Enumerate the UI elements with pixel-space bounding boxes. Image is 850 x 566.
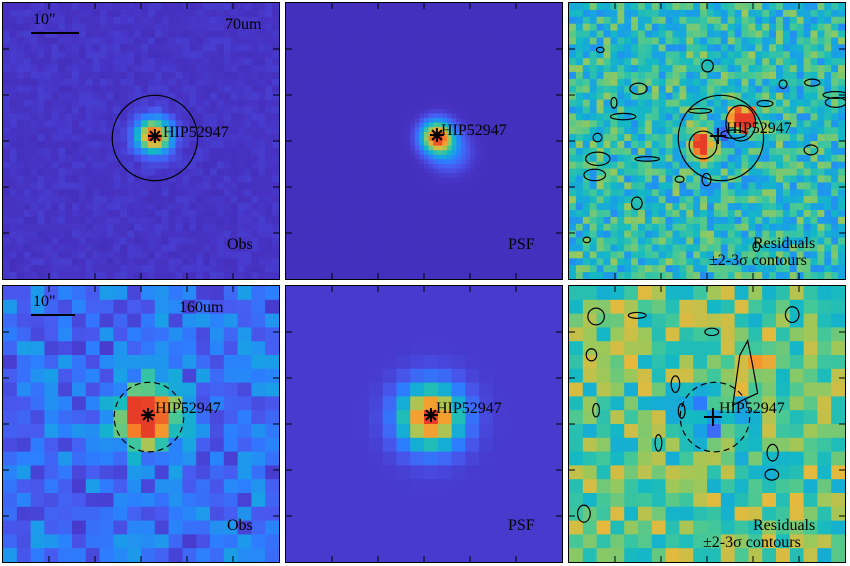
scale-bar-label: 10" (33, 11, 56, 28)
source-label: HIP52947 (726, 120, 792, 137)
scale-bar (31, 314, 75, 316)
scale-bar-label: 10" (33, 293, 56, 310)
contour-legend: ±2-3σ contours (709, 252, 807, 269)
panel-160um-residuals: HIP52947 Residuals ±2-3σ contours (568, 285, 846, 563)
source-label: HIP52947 (436, 400, 502, 417)
heatmap-70um-psf (286, 3, 562, 279)
heatmap-70um-obs (3, 3, 279, 279)
source-label: HIP52947 (719, 400, 785, 417)
panel-70um-obs: 10" 70um HIP52947 Obs (2, 2, 280, 280)
corner-label: Residuals (753, 235, 816, 252)
heatmap-160um-obs (3, 286, 279, 562)
heatmap-160um-residuals (569, 286, 845, 562)
panel-70um-psf: HIP52947 PSF (285, 2, 563, 280)
corner-label: Residuals (753, 517, 816, 534)
source-label: HIP52947 (441, 122, 507, 139)
panel-160um-psf: HIP52947 PSF (285, 285, 563, 563)
panel-70um-residuals: HIP52947 Residuals ±2-3σ contours (568, 2, 846, 280)
scale-bar (31, 32, 79, 34)
corner-label: PSF (508, 517, 535, 534)
heatmap-160um-psf (286, 286, 562, 562)
panel-160um-obs: 10" 160um HIP52947 Obs (2, 285, 280, 563)
corner-label: Obs (227, 236, 253, 253)
contour-legend: ±2-3σ contours (703, 534, 801, 551)
corner-label: PSF (508, 236, 535, 253)
corner-label: Obs (227, 517, 253, 534)
band-label: 160um (179, 299, 224, 316)
heatmap-70um-residuals (569, 3, 845, 279)
source-label: HIP52947 (163, 124, 229, 141)
band-label: 70um (225, 16, 262, 33)
source-label: HIP52947 (155, 400, 221, 417)
